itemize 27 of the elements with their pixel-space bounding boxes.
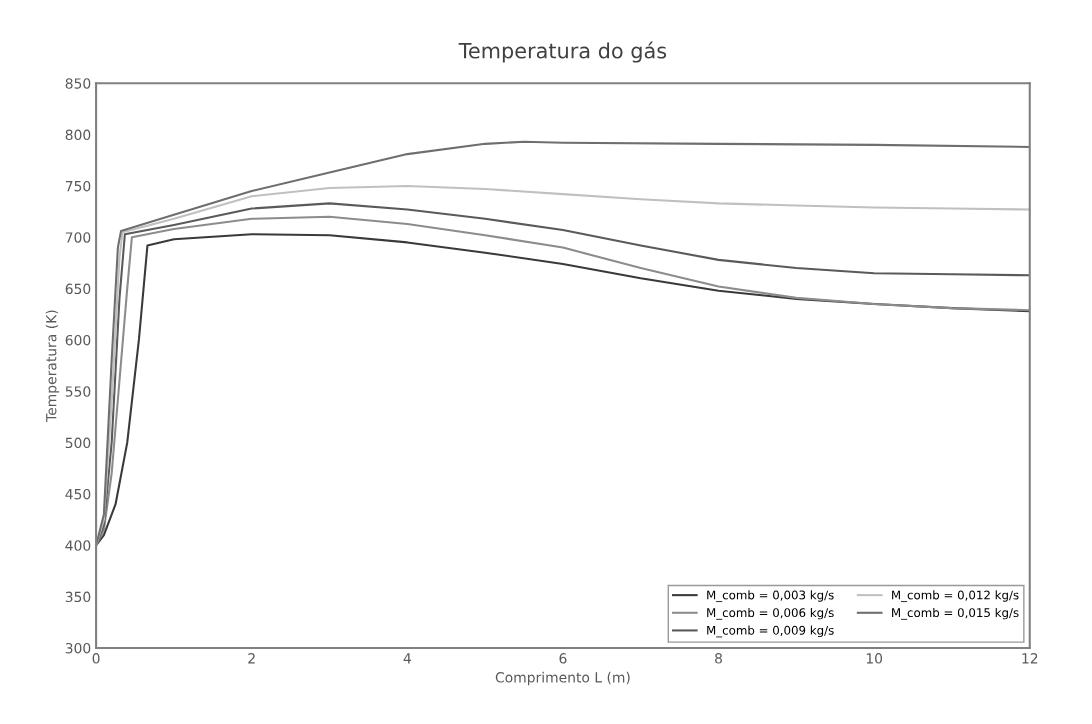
y-axis-title: Temperatura (K) bbox=[45, 310, 60, 422]
x-tick-label: 8 bbox=[715, 653, 722, 664]
y-tick-label: 700 bbox=[65, 232, 91, 243]
legend-label: M_comb = 0,012 kg/s bbox=[892, 590, 1019, 603]
x-tick-label: 12 bbox=[1022, 653, 1038, 664]
y-tick-label: 450 bbox=[65, 488, 91, 500]
y-tick-label: 600 bbox=[65, 334, 91, 346]
y-tick-label: 350 bbox=[65, 591, 91, 603]
x-tick-label: 6 bbox=[559, 653, 567, 664]
y-tick-label: 300 bbox=[65, 642, 91, 654]
y-tick-label: 550 bbox=[65, 386, 91, 397]
y-tick-label: 800 bbox=[65, 129, 91, 141]
x-tick-label: 4 bbox=[403, 653, 411, 664]
y-tick-label: 400 bbox=[65, 540, 91, 551]
x-axis-title: Comprimento L (m) bbox=[495, 671, 630, 686]
y-tick-label: 850 bbox=[65, 78, 91, 89]
x-tick-label: 10 bbox=[866, 653, 883, 664]
y-tick-label: 650 bbox=[65, 283, 91, 295]
chart-title: Temperatura do gás bbox=[458, 41, 667, 63]
legend-label: M_comb = 0,003 kg/s bbox=[707, 590, 834, 603]
x-tick-label: 2 bbox=[248, 653, 255, 664]
x-tick-label: 0 bbox=[92, 653, 100, 664]
legend-label: M_comb = 0,009 kg/s bbox=[707, 625, 834, 638]
y-tick-label: 750 bbox=[65, 180, 91, 192]
legend-label: M_comb = 0,015 kg/s bbox=[892, 607, 1019, 620]
legend-label: M_comb = 0,006 kg/s bbox=[707, 607, 834, 620]
y-tick-label: 500 bbox=[65, 437, 91, 449]
